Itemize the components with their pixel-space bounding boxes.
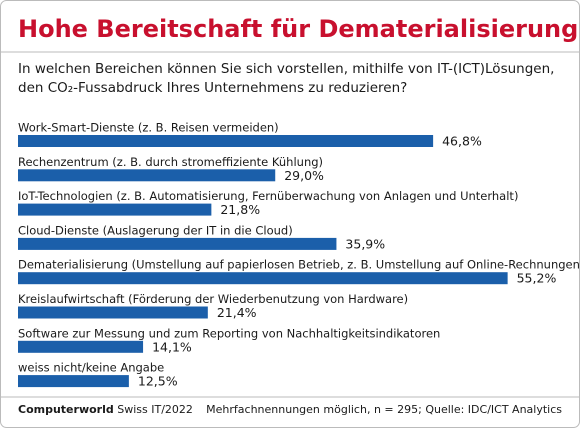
value-label: 21,8%	[220, 202, 260, 217]
issue: Swiss IT/2022	[117, 403, 193, 416]
value-label: 46,8%	[442, 134, 482, 149]
bar	[18, 135, 434, 147]
category-label: IoT-Technologien (z. B. Automatisierung,…	[18, 189, 518, 203]
bar	[18, 237, 337, 250]
bar	[18, 169, 276, 182]
category-label: Dematerialisierung (Umstellung auf papie…	[18, 258, 580, 272]
category-label: Kreislaufwirtschaft (Förderung der Wiede…	[18, 292, 408, 306]
value-label: 14,1%	[152, 339, 192, 354]
category-label: Cloud-Dienste (Auslagerung der IT in die…	[18, 223, 293, 237]
category-label: Software zur Messung und zum Reporting v…	[18, 326, 440, 340]
bar	[18, 203, 212, 216]
value-label: 55,2%	[517, 271, 557, 286]
bar	[18, 375, 129, 388]
value-label: 12,5%	[138, 374, 178, 389]
value-label: 29,0%	[284, 168, 324, 183]
subtitle: In welchen Bereichen können Sie sich vor…	[18, 61, 554, 77]
brand: Computerworld	[18, 403, 114, 416]
category-label: Rechenzentrum (z. B. durch stromeffizien…	[18, 155, 323, 169]
chart-title: Hohe Bereitschaft für Dematerialisierung	[18, 15, 578, 43]
value-label: 35,9%	[345, 236, 385, 251]
value-label: 21,4%	[217, 305, 257, 320]
bar	[18, 340, 144, 353]
footnote: Mehrfachnennungen möglich, n = 295; Quel…	[206, 403, 562, 416]
category-label: weiss nicht/keine Angabe	[18, 361, 164, 375]
subtitle: den CO₂-Fussabdruck Ihres Unternehmens z…	[18, 80, 407, 96]
bar	[18, 306, 208, 319]
source: Computerworld Swiss IT/2022	[18, 403, 193, 416]
bar	[18, 272, 508, 285]
category-label: Work-Smart-Dienste (z. B. Reisen vermeid…	[18, 121, 279, 135]
